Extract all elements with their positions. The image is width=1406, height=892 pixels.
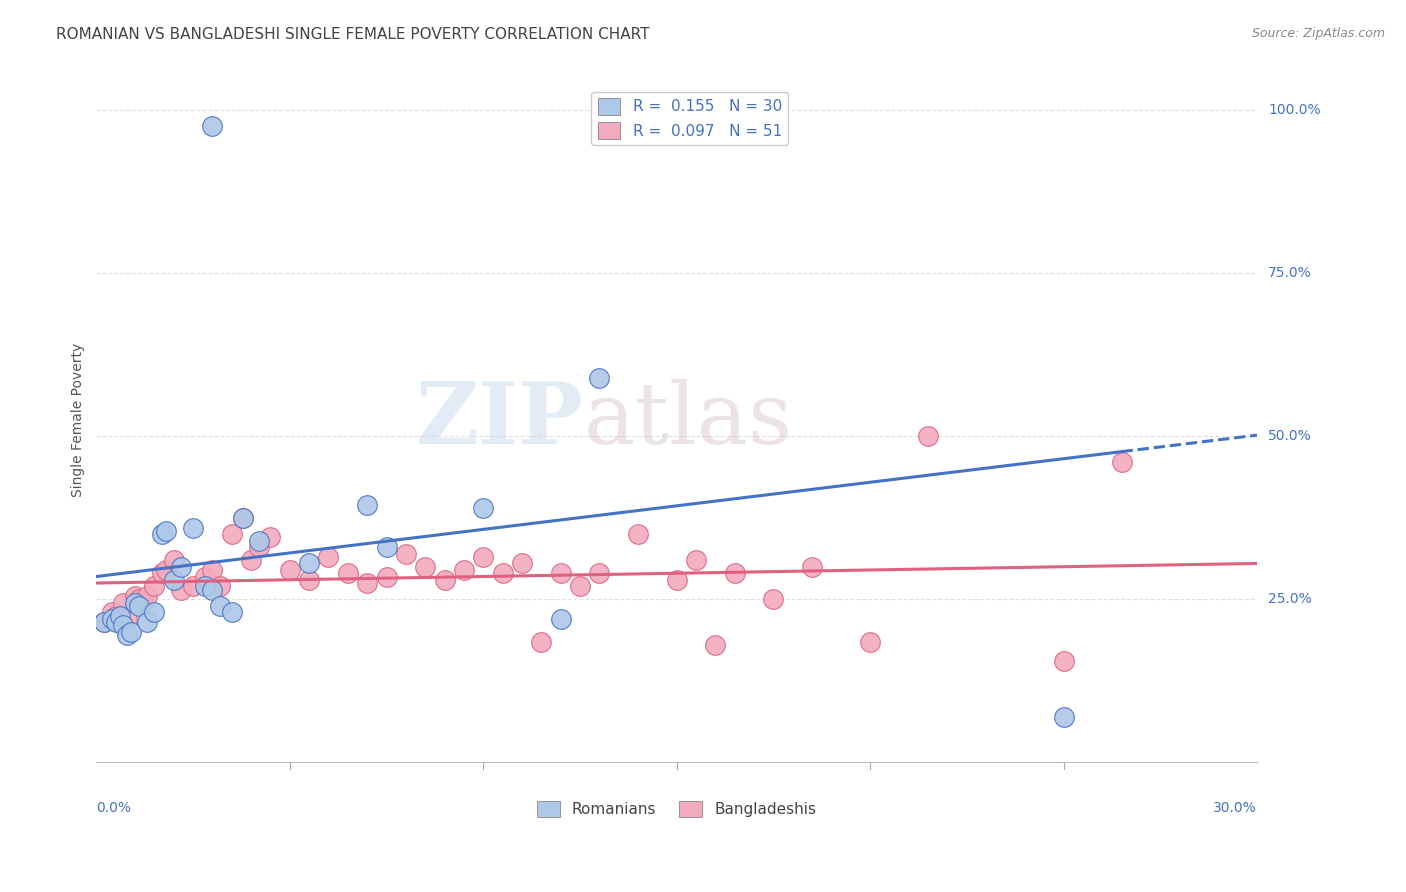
Point <box>762 592 785 607</box>
Point <box>685 553 707 567</box>
Point <box>472 501 495 516</box>
Point <box>801 559 824 574</box>
Point <box>112 596 135 610</box>
Point <box>201 563 224 577</box>
Point <box>181 520 204 534</box>
Point <box>117 612 139 626</box>
Point <box>375 569 398 583</box>
Point <box>395 547 418 561</box>
Point <box>588 370 610 384</box>
Text: 100.0%: 100.0% <box>1268 103 1320 117</box>
Point <box>155 524 177 538</box>
Point <box>128 599 150 613</box>
Point <box>201 120 224 134</box>
Point <box>550 612 572 626</box>
Point <box>356 498 378 512</box>
Point <box>170 559 193 574</box>
Legend: Romanians, Bangladeshis: Romanians, Bangladeshis <box>530 795 823 823</box>
Point <box>588 566 610 581</box>
Point <box>124 596 146 610</box>
Text: atlas: atlas <box>583 378 793 461</box>
Point <box>93 615 115 630</box>
Point <box>194 569 217 583</box>
Point <box>859 634 882 648</box>
Point <box>704 638 727 652</box>
Point <box>232 510 254 524</box>
Text: 75.0%: 75.0% <box>1268 266 1312 280</box>
Text: 0.0%: 0.0% <box>97 801 131 815</box>
Point <box>101 606 124 620</box>
Point <box>453 563 475 577</box>
Point <box>93 615 115 630</box>
Point <box>221 527 243 541</box>
Point <box>143 579 166 593</box>
Text: 30.0%: 30.0% <box>1213 801 1257 815</box>
Point <box>132 596 155 610</box>
Point <box>181 579 204 593</box>
Point <box>117 628 139 642</box>
Y-axis label: Single Female Poverty: Single Female Poverty <box>72 343 86 497</box>
Point <box>209 599 232 613</box>
Point <box>917 429 939 443</box>
Point <box>627 527 650 541</box>
Text: ROMANIAN VS BANGLADESHI SINGLE FEMALE POVERTY CORRELATION CHART: ROMANIAN VS BANGLADESHI SINGLE FEMALE PO… <box>56 27 650 42</box>
Point <box>298 573 321 587</box>
Point <box>568 579 591 593</box>
Point <box>209 579 232 593</box>
Point <box>491 566 513 581</box>
Point <box>108 608 131 623</box>
Point <box>336 566 359 581</box>
Point <box>413 559 436 574</box>
Point <box>1052 710 1074 724</box>
Point <box>112 618 135 632</box>
Point <box>247 533 270 548</box>
Point <box>201 582 224 597</box>
Point <box>101 612 124 626</box>
Point <box>240 553 263 567</box>
Point <box>247 540 270 554</box>
Point <box>433 573 456 587</box>
Point <box>135 615 157 630</box>
Point <box>232 510 254 524</box>
Point <box>665 573 688 587</box>
Point <box>1052 654 1074 668</box>
Text: 25.0%: 25.0% <box>1268 592 1312 607</box>
Point <box>163 553 186 567</box>
Point <box>170 582 193 597</box>
Point <box>550 566 572 581</box>
Point <box>1111 455 1133 469</box>
Point <box>150 527 173 541</box>
Point <box>221 606 243 620</box>
Point <box>375 540 398 554</box>
Point <box>150 566 173 581</box>
Point <box>259 530 281 544</box>
Point <box>135 589 157 603</box>
Point <box>120 624 142 639</box>
Point <box>128 592 150 607</box>
Text: 50.0%: 50.0% <box>1268 429 1312 443</box>
Point <box>472 549 495 564</box>
Point <box>194 579 217 593</box>
Point <box>163 573 186 587</box>
Point <box>530 634 553 648</box>
Point <box>155 563 177 577</box>
Point <box>510 557 533 571</box>
Point <box>104 615 127 630</box>
Point <box>278 563 301 577</box>
Point <box>124 589 146 603</box>
Point <box>104 608 127 623</box>
Text: ZIP: ZIP <box>416 378 583 462</box>
Point <box>298 557 321 571</box>
Point <box>356 576 378 591</box>
Text: Source: ZipAtlas.com: Source: ZipAtlas.com <box>1251 27 1385 40</box>
Point <box>318 549 340 564</box>
Point <box>724 566 747 581</box>
Point <box>143 606 166 620</box>
